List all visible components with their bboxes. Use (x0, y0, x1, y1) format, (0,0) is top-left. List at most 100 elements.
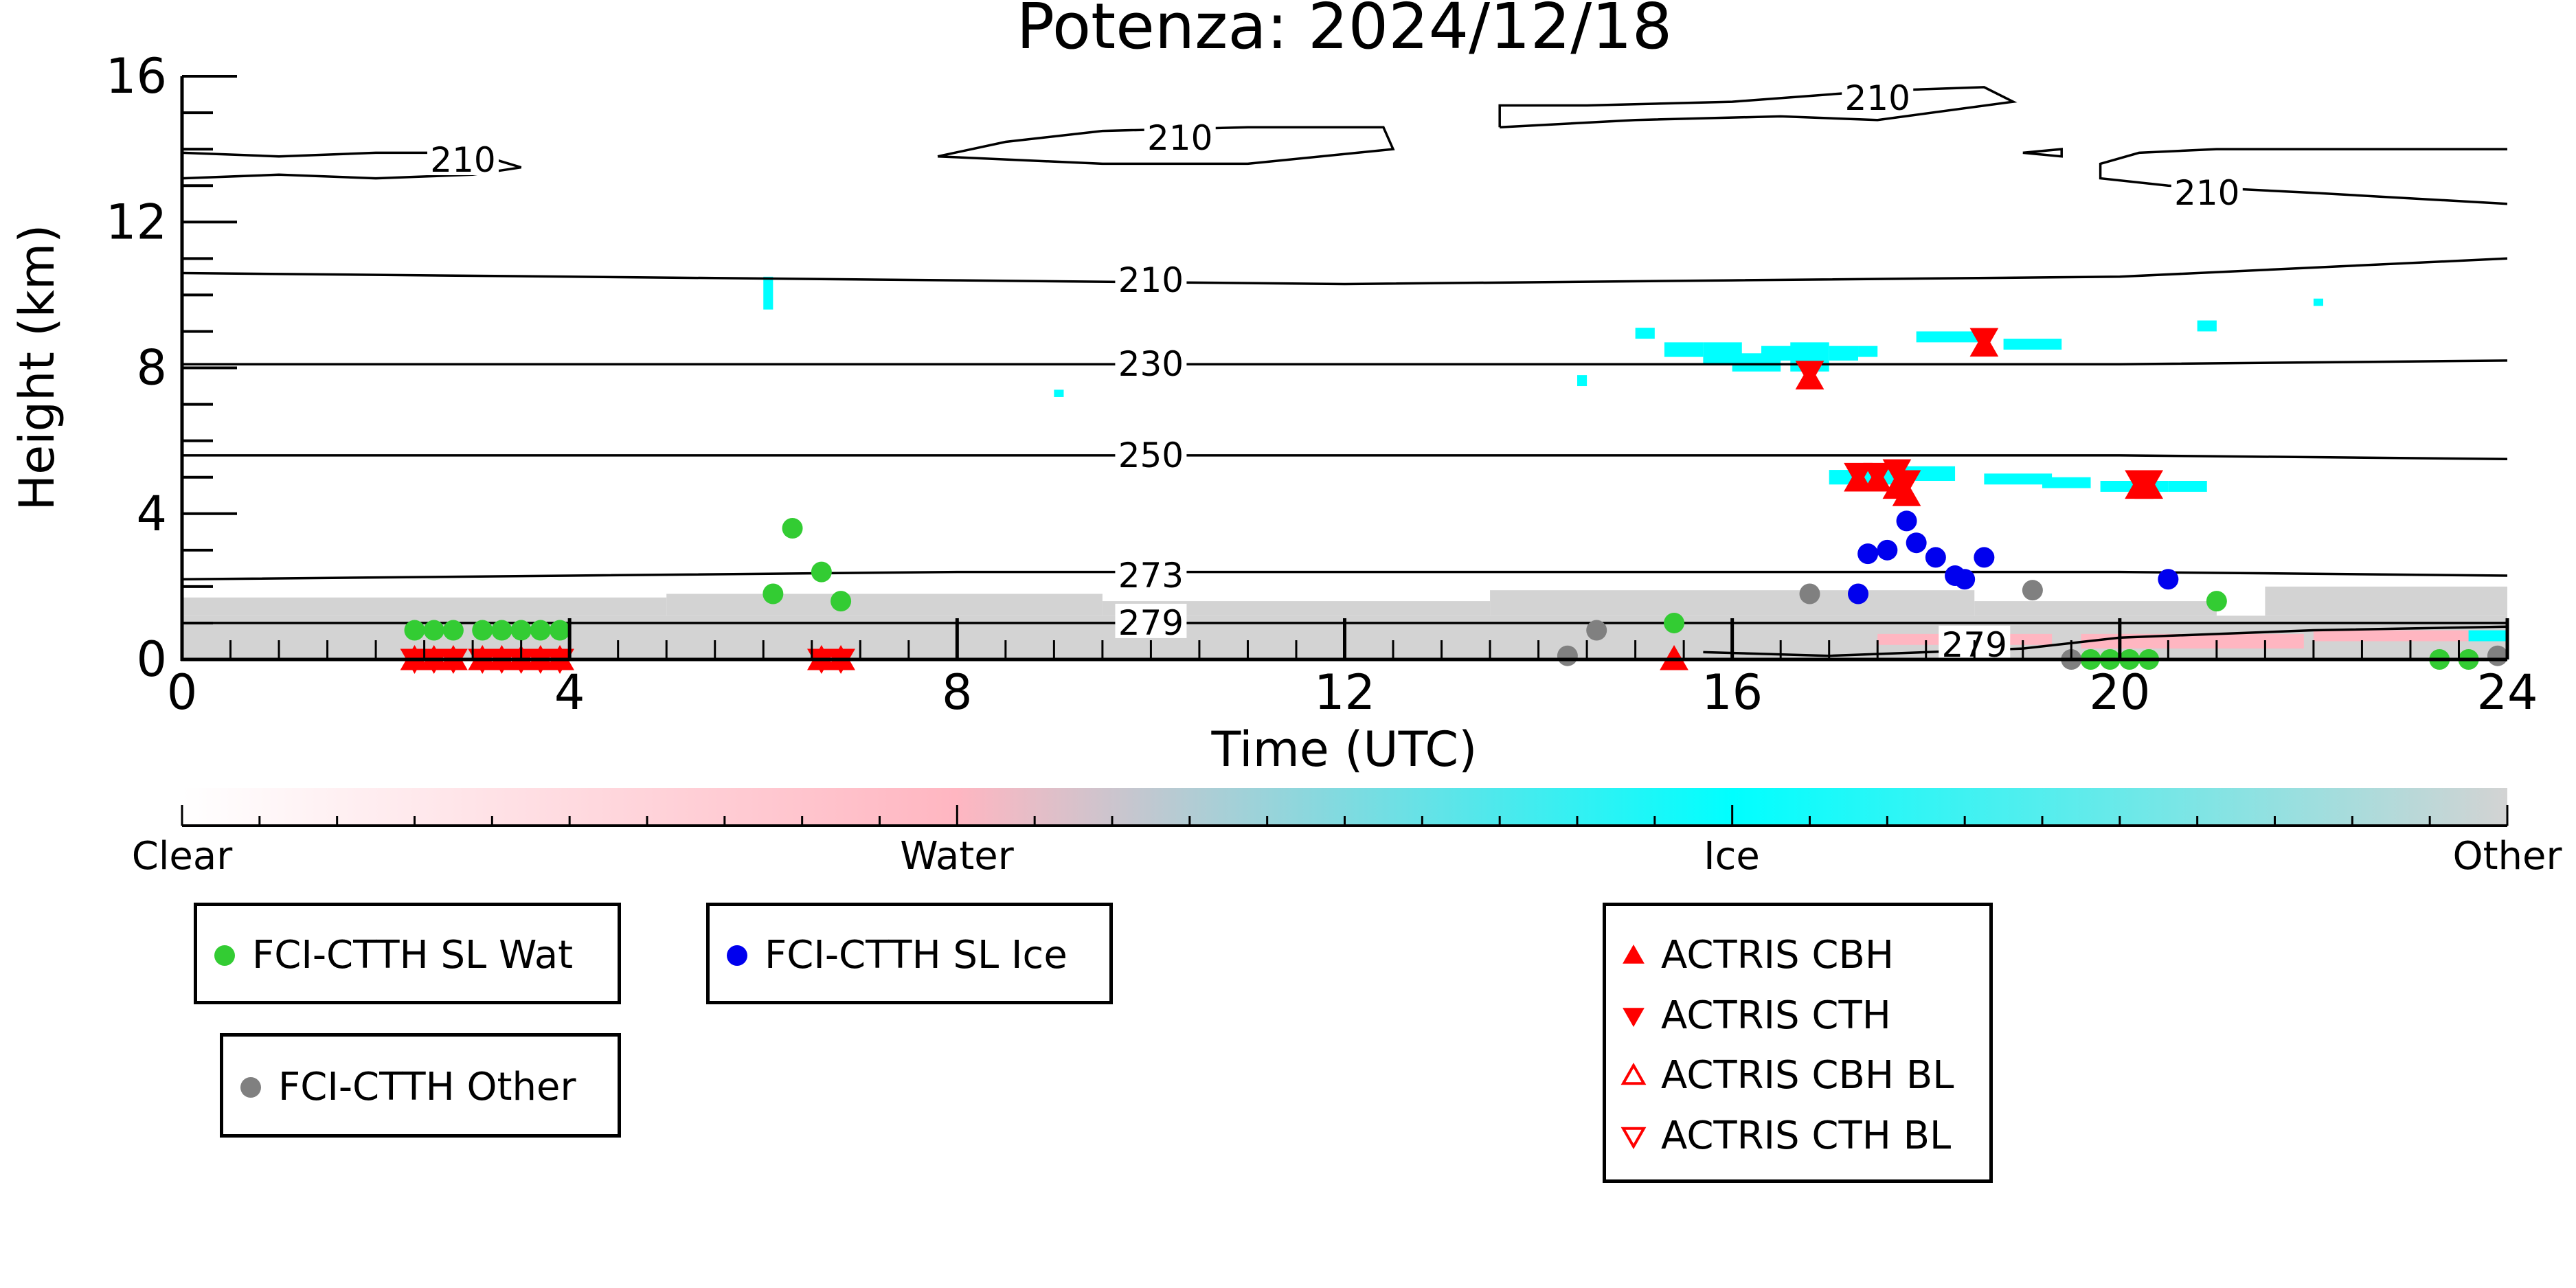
point-fci-ctth-sl-ice (1906, 532, 1927, 554)
point-fci-ctth-sl-wat (1664, 612, 1685, 633)
legend-wat: FCI-CTTH SL Wat (194, 903, 621, 1004)
contour-line-210 (182, 257, 2507, 286)
point-fci-ctth-sl-wat (550, 620, 571, 641)
ice-cloud-region (2468, 630, 2507, 642)
ice-cloud-region (2003, 339, 2062, 350)
point-fci-ctth-sl-ice (1974, 547, 1995, 568)
colorbar: Clear Water Ice Other (132, 788, 2562, 879)
ice-cloud-region (1054, 389, 1064, 397)
point-fci-ctth-sl-wat (491, 620, 512, 641)
legend-marker-cth-bl (1620, 1127, 1647, 1150)
point-fci-ctth-sl-ice (1848, 583, 1869, 605)
legend-marker-cth (1623, 1008, 1645, 1028)
x-tick-label: 16 (1702, 664, 1763, 721)
legend-label-cbh: ACTRIS CBH (1661, 933, 1895, 978)
legend-marker-cbh (1623, 944, 1645, 964)
y-tick-label: 16 (106, 48, 167, 104)
contour-label-bg (1842, 78, 1914, 113)
point-fci-ctth-sl-wat (2206, 591, 2227, 612)
other-cloud-region (1974, 601, 2217, 616)
plot-area (182, 276, 2507, 659)
other-cloud-region (182, 597, 667, 616)
colorbar-label-other: Other (2452, 834, 2562, 879)
chart-title: Potenza: 2024/12/18 (1017, 0, 1673, 63)
ice-cloud-region (2168, 480, 2207, 492)
point-actris-cth (1969, 328, 1999, 354)
other-cloud-region (1102, 601, 1491, 616)
axes: 0 4 8 12 16 0 4 8 12 16 20 24 (106, 48, 2538, 721)
contour-label-bg (427, 141, 499, 176)
contour-label-bg (1115, 603, 1187, 638)
legend-marker-cth-shape (1623, 1008, 1645, 1028)
other-cloud-region (666, 594, 1103, 616)
legend-marker-other (240, 1077, 261, 1098)
ice-cloud-region (1916, 331, 1985, 343)
colorbar-label-water: Water (900, 834, 1015, 879)
contour-label-bg (1115, 556, 1187, 591)
legend-ice: FCI-CTTH SL Ice (706, 903, 1113, 1004)
point-fci-ctth-sl-wat (782, 517, 803, 539)
ice-cloud-region (1858, 346, 1878, 357)
point-actris-cth (2134, 470, 2164, 496)
contour-label-273: 273 (1118, 556, 1184, 596)
ice-cloud-region (1984, 473, 2053, 485)
ice-cloud-region (2197, 320, 2217, 332)
contour-label-210: 210 (1118, 260, 1184, 300)
legend-marker-cth-bl-shape (1620, 1127, 1647, 1150)
contour-label-250: 250 (1118, 436, 1184, 475)
x-tick-label: 12 (1314, 664, 1375, 721)
point-actris-cth (1844, 462, 1873, 488)
x-tick-label: 24 (2476, 664, 2538, 721)
ice-cloud-region (2313, 298, 2324, 306)
ice-cloud-region (1829, 346, 1859, 361)
contour-line-250 (182, 454, 2507, 460)
legend-other: FCI-CTTH Other (220, 1033, 621, 1138)
legend-label-ice: FCI-CTTH SL Ice (765, 933, 1067, 978)
y-tick-label: 8 (136, 340, 167, 396)
point-fci-ctth-sl-wat (472, 620, 493, 641)
contour-line-210 (182, 151, 522, 180)
point-fci-ctth-sl-ice (1925, 547, 1946, 568)
point-fci-ctth-other (1799, 583, 1820, 605)
contour-line-210 (1498, 86, 2018, 129)
legend-marker-wat-shape (214, 945, 235, 966)
legend-label-cth: ACTRIS CTH (1661, 993, 1891, 1038)
x-tick-label: 8 (942, 664, 973, 721)
ice-cloud-region (1635, 328, 1655, 339)
x-tick-label: 4 (554, 664, 585, 721)
legend-label-cth-bl: ACTRIS CTH BL (1661, 1114, 1952, 1158)
legend-marker-wat (214, 945, 235, 966)
legend-marker-other-shape (240, 1077, 261, 1098)
point-fci-ctth-sl-ice (1954, 569, 1976, 590)
point-fci-ctth-sl-wat (811, 561, 832, 583)
contour-line-210 (2099, 148, 2507, 205)
legend-label-other: FCI-CTTH Other (278, 1065, 576, 1109)
x-tick-label: 20 (2089, 664, 2150, 721)
legend-marker-ice (727, 945, 747, 966)
x-axis-label: Time (UTC) (1211, 721, 1478, 778)
legend-marker-cbh-shape (1623, 944, 1645, 964)
ice-cloud-region (1664, 342, 1704, 357)
point-fci-ctth-other (1557, 645, 1578, 666)
y-tick-label: 12 (106, 194, 167, 250)
legend-label-wat: FCI-CTTH SL Wat (252, 933, 574, 978)
legend-marker-cbh-bl-shape (1620, 1062, 1647, 1085)
colorbar-label-ice: Ice (1704, 834, 1760, 879)
point-actris-cth (1863, 462, 1893, 488)
contour-label-210: 210 (430, 140, 495, 180)
contour-line-273 (182, 570, 2507, 581)
colorbar-label-clear: Clear (132, 834, 233, 879)
point-fci-ctth-other (1586, 620, 1607, 641)
contour-label-230: 230 (1118, 344, 1184, 384)
contour-line-210 (2022, 148, 2063, 158)
other-cloud-region (1490, 590, 1975, 616)
contour-line-210 (937, 126, 1395, 166)
point-fci-ctth-sl-wat (510, 620, 532, 641)
y-tick-label: 4 (136, 486, 167, 542)
point-fci-ctth-sl-wat (423, 620, 444, 641)
other-cloud-region (2265, 586, 2507, 616)
contour-label-bg (1115, 261, 1187, 296)
water-cloud-region (2313, 630, 2507, 642)
